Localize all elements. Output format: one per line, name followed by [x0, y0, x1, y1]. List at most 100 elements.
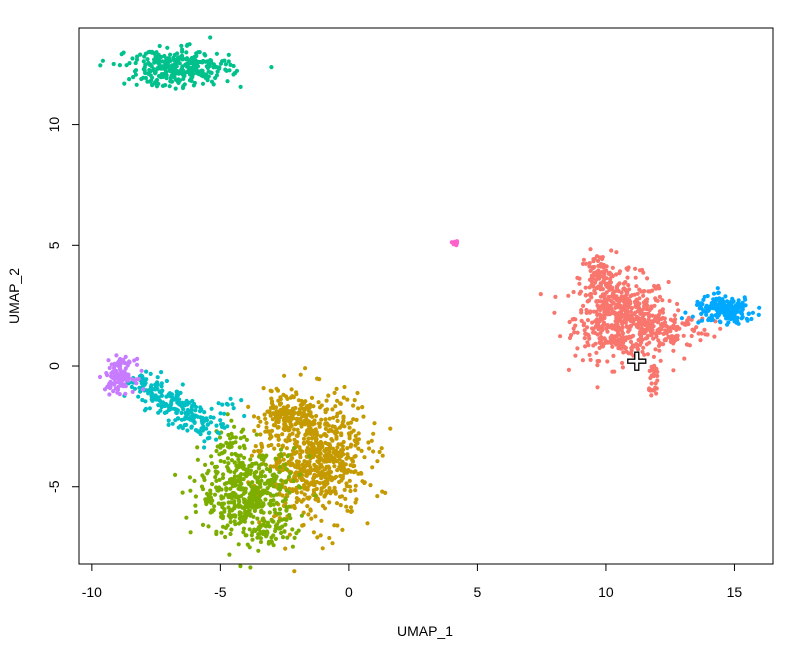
data-point	[141, 387, 146, 392]
data-point	[681, 333, 686, 338]
data-point	[588, 357, 593, 362]
data-point	[350, 458, 355, 463]
data-point	[696, 320, 701, 325]
data-point	[118, 362, 123, 367]
data-point	[187, 42, 192, 47]
data-point	[301, 400, 307, 405]
data-point	[182, 82, 187, 87]
data-point	[238, 84, 243, 89]
data-point	[222, 411, 227, 416]
data-point	[317, 377, 322, 382]
data-point	[642, 312, 647, 317]
data-point	[230, 402, 235, 407]
data-point	[622, 313, 628, 318]
data-point	[177, 397, 182, 402]
data-point	[235, 478, 240, 484]
data-point	[117, 63, 122, 68]
data-point	[275, 418, 280, 423]
data-point	[262, 412, 267, 417]
data-point	[609, 273, 614, 278]
x-axis-title: UMAP_1	[397, 623, 453, 639]
data-point	[716, 305, 721, 310]
data-point	[290, 527, 295, 532]
data-point	[157, 43, 162, 49]
data-point	[254, 432, 259, 437]
data-point	[220, 402, 225, 407]
data-point	[217, 452, 222, 457]
data-point	[620, 319, 625, 325]
data-point	[330, 489, 335, 494]
data-point	[658, 358, 663, 363]
data-point	[655, 298, 660, 303]
data-point	[258, 448, 263, 454]
data-point	[208, 420, 214, 425]
data-point	[147, 387, 152, 392]
data-point	[230, 435, 235, 440]
data-point	[143, 399, 148, 404]
data-point	[646, 312, 651, 317]
data-point	[272, 507, 277, 512]
data-point	[142, 65, 147, 70]
data-point	[309, 516, 314, 521]
data-point	[649, 306, 654, 311]
data-point	[160, 400, 166, 405]
data-point	[133, 60, 138, 66]
data-point	[633, 275, 638, 280]
data-point	[220, 524, 226, 529]
data-point	[214, 437, 219, 442]
data-point	[731, 299, 736, 304]
data-point	[191, 83, 196, 88]
data-point	[284, 517, 289, 523]
data-point	[356, 431, 361, 436]
data-point	[250, 537, 255, 542]
data-point	[199, 419, 204, 424]
data-point	[269, 396, 274, 401]
data-point	[269, 401, 274, 406]
data-point	[339, 433, 344, 438]
data-point	[310, 414, 315, 419]
data-point	[287, 409, 292, 414]
data-point	[256, 415, 261, 420]
data-point	[164, 70, 169, 75]
data-point	[134, 362, 140, 367]
data-point	[230, 492, 236, 498]
data-point	[278, 465, 283, 470]
data-point	[334, 501, 340, 506]
data-point	[142, 382, 147, 387]
data-point	[624, 349, 629, 354]
data-point	[595, 363, 600, 368]
data-point	[131, 75, 136, 80]
data-point	[284, 488, 289, 493]
data-point	[657, 348, 662, 353]
data-point	[228, 519, 233, 525]
data-point	[276, 519, 281, 524]
data-point	[180, 426, 185, 431]
data-point	[304, 413, 309, 418]
data-point	[146, 71, 151, 76]
data-point	[608, 303, 613, 308]
data-point	[636, 318, 641, 324]
data-point	[206, 468, 211, 473]
data-point	[624, 266, 629, 271]
data-point	[193, 509, 198, 515]
data-point	[288, 395, 293, 400]
data-point	[579, 308, 584, 313]
data-point	[225, 456, 230, 461]
data-point	[271, 533, 276, 538]
data-point	[127, 61, 132, 66]
data-point	[362, 455, 367, 460]
data-point	[610, 369, 615, 374]
data-point	[581, 303, 586, 308]
data-point	[307, 454, 312, 459]
data-point	[718, 320, 723, 325]
data-point	[243, 467, 248, 472]
data-point	[276, 437, 281, 442]
cluster-2-points	[173, 412, 318, 570]
data-point	[338, 503, 343, 508]
data-point	[167, 391, 172, 396]
data-point	[210, 498, 215, 503]
data-point	[355, 390, 360, 396]
data-point	[641, 293, 646, 298]
data-point	[655, 373, 660, 378]
x-tick-label: -10	[82, 584, 102, 600]
